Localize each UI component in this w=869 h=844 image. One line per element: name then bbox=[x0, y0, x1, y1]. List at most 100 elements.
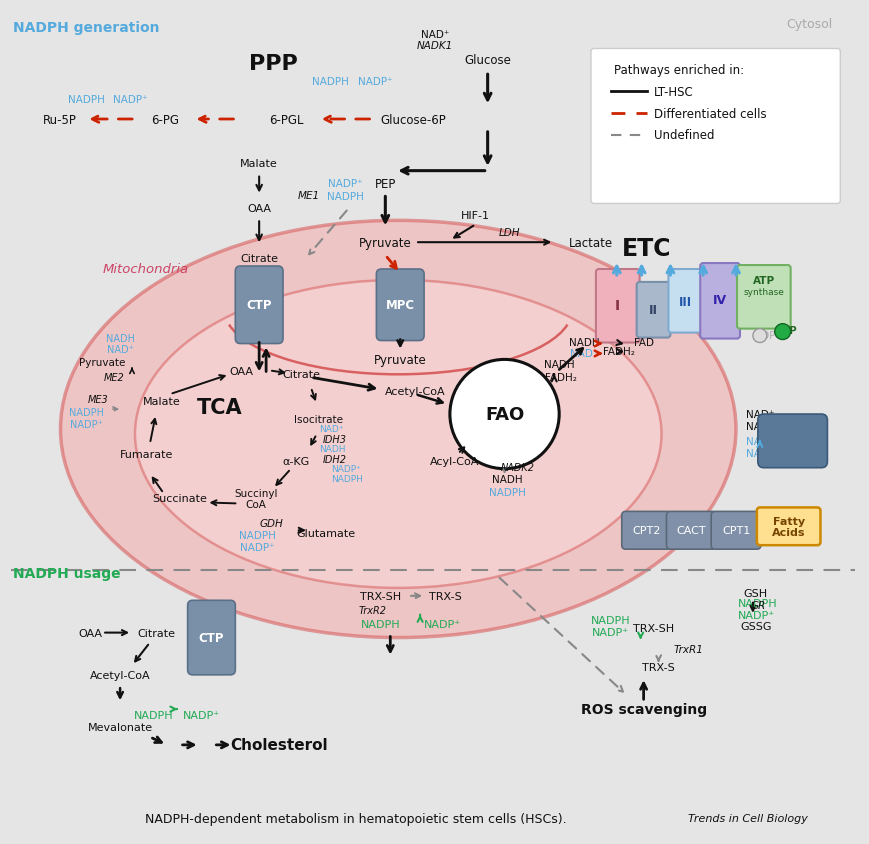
Text: CPT2: CPT2 bbox=[632, 526, 660, 536]
Text: Differentiated cells: Differentiated cells bbox=[653, 107, 766, 121]
Text: Mevalonate: Mevalonate bbox=[88, 722, 152, 732]
Text: TRX-SH: TRX-SH bbox=[360, 591, 401, 601]
Text: Acetyl-CoA: Acetyl-CoA bbox=[90, 670, 150, 680]
Text: Fatty
Acids: Fatty Acids bbox=[771, 516, 805, 538]
FancyBboxPatch shape bbox=[667, 270, 701, 333]
Text: 6-PGL: 6-PGL bbox=[269, 113, 303, 127]
FancyBboxPatch shape bbox=[188, 601, 235, 675]
FancyBboxPatch shape bbox=[757, 414, 826, 468]
Text: CACT: CACT bbox=[676, 526, 706, 536]
Text: NAD⁺: NAD⁺ bbox=[107, 345, 133, 355]
Text: NADP⁺: NADP⁺ bbox=[592, 627, 628, 637]
Text: NADPH usage: NADPH usage bbox=[13, 566, 120, 581]
Text: Trends in Cell Biology: Trends in Cell Biology bbox=[687, 814, 807, 824]
Ellipse shape bbox=[135, 280, 660, 588]
Text: Glucose-6P: Glucose-6P bbox=[380, 113, 446, 127]
Text: IV: IV bbox=[713, 294, 726, 307]
Text: Pyruvate: Pyruvate bbox=[359, 236, 411, 249]
Text: Glucose: Glucose bbox=[464, 54, 510, 67]
Text: Malate: Malate bbox=[143, 397, 181, 407]
Text: Pyruvate: Pyruvate bbox=[374, 354, 426, 366]
Text: NADP⁺: NADP⁺ bbox=[240, 543, 275, 553]
Text: Isocitrate: Isocitrate bbox=[294, 414, 343, 425]
Text: FADH₂: FADH₂ bbox=[602, 347, 634, 357]
Text: NAD⁺: NAD⁺ bbox=[745, 409, 773, 419]
Text: NADH: NADH bbox=[492, 474, 522, 484]
Text: Pyruvate: Pyruvate bbox=[79, 358, 125, 368]
Text: NADPH: NADPH bbox=[312, 77, 348, 87]
FancyBboxPatch shape bbox=[376, 270, 423, 341]
Text: CTP: CTP bbox=[246, 299, 272, 312]
Text: TRX-S: TRX-S bbox=[641, 663, 674, 673]
Text: ADP: ADP bbox=[755, 330, 775, 340]
Text: ATP: ATP bbox=[777, 325, 797, 335]
Text: Ru-5P: Ru-5P bbox=[43, 113, 76, 127]
FancyBboxPatch shape bbox=[710, 511, 760, 549]
Text: TRX-S: TRX-S bbox=[428, 591, 461, 601]
FancyBboxPatch shape bbox=[666, 511, 715, 549]
Text: synthase: synthase bbox=[742, 288, 783, 297]
Text: Citrate: Citrate bbox=[240, 254, 278, 264]
Text: NADH: NADH bbox=[105, 333, 135, 344]
Text: NADP⁺: NADP⁺ bbox=[113, 95, 147, 105]
Text: OAA: OAA bbox=[229, 367, 253, 377]
Text: Acetyl-CoA: Acetyl-CoA bbox=[384, 387, 445, 397]
Text: NADH: NADH bbox=[745, 421, 776, 431]
Text: Citrate: Citrate bbox=[282, 370, 320, 380]
FancyBboxPatch shape bbox=[595, 270, 639, 344]
Text: FADH₂: FADH₂ bbox=[545, 373, 576, 383]
Text: Cholesterol: Cholesterol bbox=[230, 738, 328, 753]
Text: NADPH: NADPH bbox=[134, 710, 174, 720]
Text: ME2: ME2 bbox=[103, 373, 124, 383]
Text: HIF-1: HIF-1 bbox=[461, 211, 489, 221]
Text: NADPH: NADPH bbox=[68, 95, 104, 105]
Text: Pathways enriched in:: Pathways enriched in: bbox=[614, 64, 743, 77]
Text: α-KG: α-KG bbox=[282, 457, 309, 466]
Text: ME3: ME3 bbox=[88, 395, 109, 404]
Circle shape bbox=[449, 360, 559, 469]
Text: NADP⁺: NADP⁺ bbox=[423, 619, 460, 629]
Text: TRX-SH: TRX-SH bbox=[633, 623, 673, 633]
Text: MPC: MPC bbox=[385, 299, 415, 312]
Text: TCA: TCA bbox=[196, 398, 242, 418]
Text: NNT: NNT bbox=[773, 432, 812, 451]
Text: CTP: CTP bbox=[198, 631, 224, 644]
Text: NAD⁺: NAD⁺ bbox=[421, 30, 448, 40]
Text: NADP⁺: NADP⁺ bbox=[358, 77, 392, 87]
Text: NADPH: NADPH bbox=[330, 474, 362, 484]
Text: Fumarate: Fumarate bbox=[120, 449, 174, 459]
Text: LT-HSC: LT-HSC bbox=[653, 85, 693, 99]
Text: I: I bbox=[614, 299, 620, 312]
Text: FAO: FAO bbox=[484, 406, 523, 424]
Text: OAA: OAA bbox=[247, 204, 271, 214]
Circle shape bbox=[752, 329, 766, 344]
Text: NADP⁺: NADP⁺ bbox=[328, 178, 362, 188]
Text: GDH: GDH bbox=[259, 519, 282, 528]
Text: NADP⁺: NADP⁺ bbox=[70, 419, 103, 430]
FancyBboxPatch shape bbox=[636, 283, 670, 338]
Text: NADK1: NADK1 bbox=[416, 41, 453, 51]
Text: NAD⁺: NAD⁺ bbox=[318, 425, 343, 434]
Circle shape bbox=[774, 324, 790, 340]
Text: PEP: PEP bbox=[375, 178, 395, 191]
Text: NADPH: NADPH bbox=[488, 487, 526, 497]
Text: NADP⁺: NADP⁺ bbox=[737, 610, 774, 620]
Text: NADP⁺: NADP⁺ bbox=[745, 448, 779, 458]
Text: GR: GR bbox=[749, 600, 765, 610]
Text: TrxR2: TrxR2 bbox=[358, 605, 386, 615]
Text: II: II bbox=[648, 304, 657, 316]
Text: PPP: PPP bbox=[249, 54, 297, 74]
Text: NADP⁺: NADP⁺ bbox=[182, 710, 220, 720]
Text: FAD: FAD bbox=[633, 337, 653, 347]
FancyBboxPatch shape bbox=[235, 267, 282, 344]
Text: Succinyl
CoA: Succinyl CoA bbox=[234, 488, 277, 510]
Text: NADPH: NADPH bbox=[327, 192, 363, 203]
Text: Cytosol: Cytosol bbox=[786, 18, 832, 31]
Text: Mitochondria: Mitochondria bbox=[102, 262, 188, 275]
Text: ATP: ATP bbox=[752, 276, 774, 285]
Text: ETC: ETC bbox=[621, 237, 671, 261]
Text: NADK2: NADK2 bbox=[500, 463, 534, 472]
FancyBboxPatch shape bbox=[621, 511, 671, 549]
Text: NADH: NADH bbox=[318, 445, 345, 454]
Text: OAA: OAA bbox=[78, 628, 103, 638]
